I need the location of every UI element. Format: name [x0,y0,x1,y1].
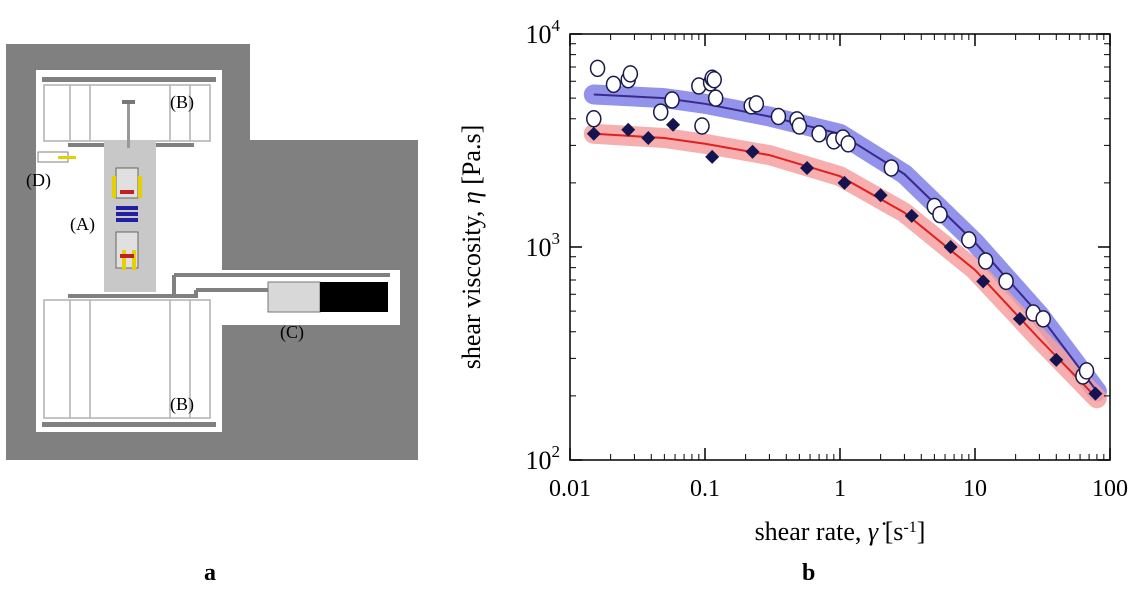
schematic-rod-cap [122,100,135,104]
panel-letter-b: b [802,560,816,586]
series-0-point [748,95,765,113]
series-0-point [811,125,827,143]
schematic-top-bar [42,77,216,82]
schematic-motor-housing [267,281,321,313]
series-1-point [943,240,958,254]
schematic-bottom-chamber [43,299,211,419]
series-0-point [605,75,622,94]
series-1-point [666,117,681,132]
chart-panel: 0.01 0.1 1 10 100 102 103 104 shear rate, γ̇ [s… [440,0,1146,598]
series-0-point [586,110,602,128]
series-1-point [1088,386,1103,401]
schematic-bottom-bar [42,422,216,427]
schematic-panel: (B) (D) (A) (C) (B) [0,0,440,598]
series-0-point [622,65,639,83]
schematic-sample [116,206,138,222]
label-c: (C) [280,322,304,343]
series-0-point [770,107,787,126]
schematic-probe-tip [58,156,76,159]
label-b-top: (B) [170,92,194,113]
series-1-point [705,149,720,164]
schematic-channel [172,273,390,298]
schematic-mid-bar-bottom [68,294,194,298]
series-1-point [873,188,888,203]
series-1-point [800,160,815,175]
x-tick-label: 10 [963,476,987,502]
series-0-point [652,103,669,121]
series-1-point [641,130,656,145]
y-tick-label: 103 [526,229,561,262]
series-1-band [583,123,1107,409]
y-tick-label: 104 [526,16,561,49]
series-0-point [932,205,948,224]
panel-letter-a: a [204,560,216,586]
label-b-bottom: (B) [170,394,194,415]
series-0-point [694,117,710,135]
viscosity-chart: 0.01 0.1 1 10 100 102 103 104 shear rate, γ̇ [s… [457,16,1129,546]
series-0-point [998,272,1014,291]
series-0-point [1035,310,1051,328]
y-tick-label: 102 [526,442,561,475]
schematic-lower-tool [115,231,139,270]
y-axis-label: shear viscosity, η [Pa.s] [457,125,486,369]
series-0-point [961,231,977,249]
chart-points [586,59,1103,401]
series-1-point [1049,352,1064,367]
x-tick-label: 100 [1092,476,1128,502]
x-tick-label: 1 [834,476,846,502]
series-0-point [883,159,900,177]
series-0-point [589,59,606,78]
schematic-rod [127,102,130,148]
series-0-point [664,91,680,109]
x-tick-label: 0.01 [549,476,591,502]
series-0-point [706,70,722,89]
x-tick-label: 0.1 [690,476,720,502]
series-1-point [621,122,636,137]
schematic-motor [320,282,388,312]
series-1-point [586,126,601,141]
series-1-point [976,274,991,289]
schematic-upper-tool [112,167,142,199]
label-d: (D) [26,170,51,191]
series-0-point [977,252,994,270]
series-0-point [791,117,808,135]
x-axis-label: shear rate, γ̇ [s-1] [755,517,926,546]
series-0-point [707,89,724,107]
series-1-point [837,175,852,190]
series-1-point [904,208,919,223]
series-0-point [840,135,856,153]
series-0-point [1078,362,1095,380]
schematic-diagram: (B) (D) (A) (C) (B) [6,44,418,460]
series-1-point [745,144,760,159]
series-1-point [1012,311,1027,326]
label-a: (A) [70,214,95,235]
chart-ticks: 0.01 0.1 1 10 100 102 103 104 [526,16,1129,502]
